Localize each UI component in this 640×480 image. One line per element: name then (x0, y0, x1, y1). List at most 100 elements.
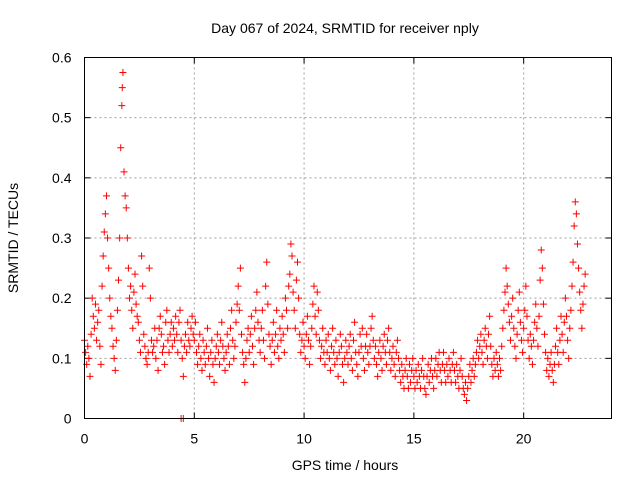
data-point (205, 354, 213, 362)
data-point (242, 354, 250, 362)
data-point (561, 294, 569, 302)
data-point (319, 324, 327, 332)
data-point (547, 348, 555, 356)
data-point (129, 324, 137, 332)
data-point (134, 318, 142, 326)
data-point (214, 348, 222, 356)
data-point (244, 324, 252, 332)
data-point (141, 342, 149, 350)
data-point (340, 378, 348, 386)
data-point (367, 324, 375, 332)
data-point (175, 318, 183, 326)
data-point (90, 324, 98, 332)
data-point (117, 144, 125, 152)
data-point (354, 372, 362, 380)
data-point (503, 282, 511, 290)
data-point (172, 312, 180, 320)
data-point (359, 354, 367, 362)
data-point (243, 336, 251, 344)
data-point (145, 264, 153, 272)
data-point (375, 348, 383, 356)
data-point (572, 210, 580, 218)
x-tick-label: 0 (81, 431, 89, 447)
data-point (94, 318, 102, 326)
data-point (99, 252, 107, 260)
data-point (476, 342, 484, 350)
data-point (135, 336, 143, 344)
data-point (315, 336, 323, 344)
data-point (387, 366, 395, 374)
data-point (353, 360, 361, 368)
data-point (283, 306, 291, 314)
data-point (153, 336, 161, 344)
data-point (184, 318, 192, 326)
data-point (508, 312, 516, 320)
data-point (337, 342, 345, 350)
data-point (345, 342, 353, 350)
data-point (334, 372, 342, 380)
data-point (113, 306, 121, 314)
data-point (531, 318, 539, 326)
data-point (234, 282, 242, 290)
data-point (379, 342, 387, 350)
data-point (575, 264, 583, 272)
data-point (96, 342, 104, 350)
data-point (270, 348, 278, 356)
data-point (192, 348, 200, 356)
data-point (332, 336, 340, 344)
data-point (401, 366, 409, 374)
data-point (317, 354, 325, 362)
data-point (224, 342, 232, 350)
data-point (499, 324, 507, 332)
data-point (536, 276, 544, 284)
data-point (223, 330, 231, 338)
data-point (344, 360, 352, 368)
data-point (392, 348, 400, 356)
data-point (314, 306, 322, 314)
data-point (470, 372, 478, 380)
data-point (150, 342, 158, 350)
data-point (534, 342, 542, 350)
data-point (291, 324, 299, 332)
data-point (261, 354, 269, 362)
data-point (299, 318, 307, 326)
data-point (395, 354, 403, 362)
data-point (100, 228, 108, 236)
data-point (229, 336, 237, 344)
data-point (321, 360, 329, 368)
data-point (166, 330, 174, 338)
data-point (98, 282, 106, 290)
data-point (569, 258, 577, 266)
data-point (363, 330, 371, 338)
data-point (268, 336, 276, 344)
data-point (220, 354, 228, 362)
data-point (479, 360, 487, 368)
data-point (403, 372, 411, 380)
data-point (348, 366, 356, 374)
data-point (333, 354, 341, 362)
data-point (93, 336, 101, 344)
data-point (194, 360, 202, 368)
data-point (373, 360, 381, 368)
data-point (549, 378, 557, 386)
data-point (200, 348, 208, 356)
data-point (288, 252, 296, 260)
data-point (494, 372, 502, 380)
data-point (513, 330, 521, 338)
data-point (385, 324, 393, 332)
data-point (174, 348, 182, 356)
x-tick-label: 10 (296, 431, 312, 447)
data-point (139, 282, 147, 290)
data-point (91, 300, 99, 308)
data-point (389, 342, 397, 350)
data-point (126, 294, 134, 302)
data-point (161, 360, 169, 368)
data-point (449, 348, 457, 356)
data-point (477, 330, 485, 338)
data-point (252, 306, 260, 314)
data-point (278, 312, 286, 320)
data-point (566, 324, 574, 332)
data-point (559, 348, 567, 356)
data-point (258, 306, 266, 314)
data-point (481, 324, 489, 332)
